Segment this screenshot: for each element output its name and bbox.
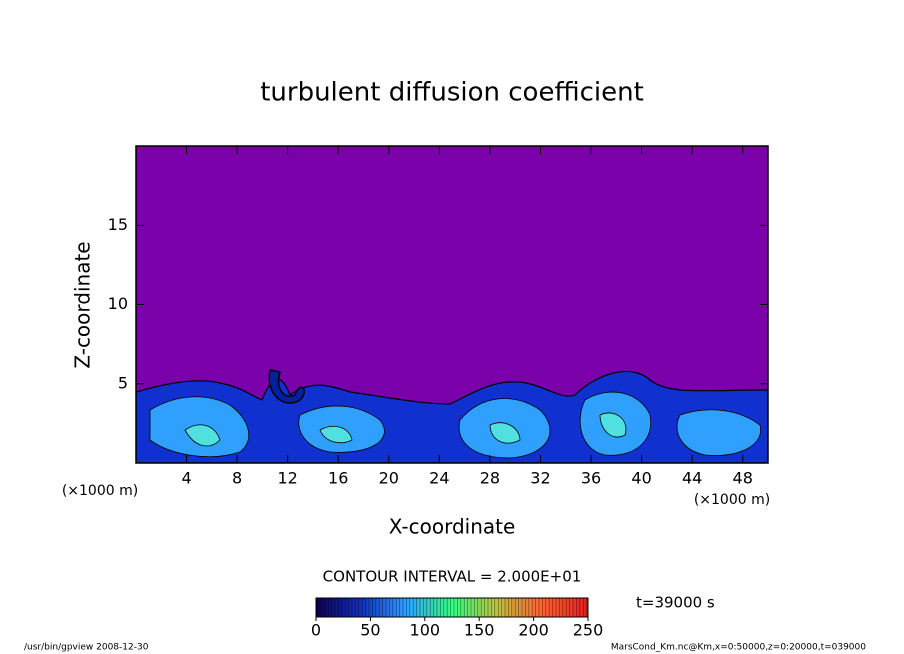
x-tick-label: 16 — [328, 469, 348, 488]
field-region — [149, 391, 762, 459]
x-axis-label: X-coordinate — [389, 515, 516, 539]
y-axis-label: Z-coordinate — [71, 241, 95, 368]
x-tick-label: 28 — [480, 469, 500, 488]
contour-interval: CONTOUR INTERVAL = 2.000E+01 — [323, 568, 582, 586]
y-tick-label: 5 — [118, 373, 128, 392]
x-unit: (×1000 m) — [694, 492, 770, 508]
colorbar-tick-label: 50 — [360, 621, 380, 640]
x-tick-label: 40 — [631, 469, 651, 488]
y-unit: (×1000 m) — [62, 483, 138, 499]
chart-title: turbulent diffusion coefficient — [260, 78, 644, 108]
time-label: t=39000 s — [636, 594, 715, 612]
x-tick-label: 12 — [278, 469, 298, 488]
field — [136, 146, 768, 463]
x-tick-label: 36 — [581, 469, 601, 488]
y-tick-label: 15 — [108, 215, 128, 234]
colorbar-tick-label: 0 — [311, 621, 321, 640]
x-tick-label: 4 — [181, 469, 191, 488]
colorbar — [315, 597, 589, 618]
x-tick-label: 32 — [530, 469, 550, 488]
y-tick-label: 10 — [108, 294, 128, 313]
x-tick-label: 24 — [429, 469, 449, 488]
x-tick-label: 44 — [682, 469, 702, 488]
colorbar-tick-label: 200 — [518, 621, 549, 640]
footer-right: MarsCond_Km.nc@Km,x=0:50000,z=0:20000,t=… — [611, 643, 866, 653]
x-tick-label: 48 — [733, 469, 753, 488]
field-core — [184, 412, 627, 447]
footer-left: /usr/bin/gpview 2008-12-30 — [24, 643, 149, 653]
colorbar-tick-label: 150 — [464, 621, 495, 640]
colorbar-tick-label: 100 — [410, 621, 441, 640]
x-tick-label: 8 — [232, 469, 242, 488]
x-tick-label: 20 — [379, 469, 399, 488]
colorbar-tick-label: 250 — [573, 621, 604, 640]
colorbar-stripes — [317, 598, 587, 617]
field-plume — [268, 369, 305, 404]
